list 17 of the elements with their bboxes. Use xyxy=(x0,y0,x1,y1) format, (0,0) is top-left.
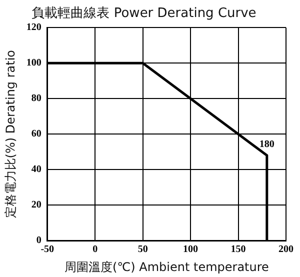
y-tick-label: 120 xyxy=(26,22,42,34)
x-tick-label: 150 xyxy=(230,244,246,256)
x-tick-label: -50 xyxy=(40,244,54,256)
x-axis-title: 周圍溫度(℃) Ambient temperature xyxy=(64,260,269,274)
y-tick-label: 60 xyxy=(31,128,42,140)
y-tick-label: 20 xyxy=(31,200,42,211)
x-tick-label: 200 xyxy=(278,244,294,256)
y-tick-label: 0 xyxy=(36,235,42,246)
x-tick-label: 0 xyxy=(92,244,98,256)
y-axis-title: 定格電力比(%) Derating ratio xyxy=(3,50,18,218)
annotation: 180 xyxy=(259,138,274,150)
x-tick-label: 100 xyxy=(183,244,198,256)
x-tick-label: 50 xyxy=(138,244,148,256)
y-tick-label: 80 xyxy=(31,93,42,104)
y-tick-label: 100 xyxy=(26,58,42,69)
chart-title: 負載輕曲線表 Power Derating Curve xyxy=(32,6,256,22)
y-tick-label: 40 xyxy=(31,164,42,176)
